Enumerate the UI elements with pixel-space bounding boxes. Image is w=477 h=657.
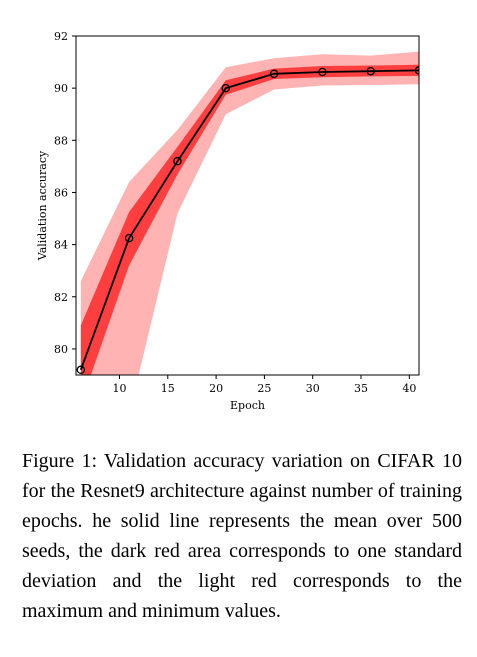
mean-marker (76, 365, 86, 375)
y-tick-label: 90 (54, 82, 68, 95)
x-tick-label: 10 (112, 382, 126, 395)
mean-marker (173, 156, 182, 166)
y-tick-label: 88 (54, 134, 68, 147)
y-tick-label: 84 (54, 239, 68, 252)
mean-marker (318, 67, 327, 77)
x-axis-label: Epoch (230, 399, 265, 412)
figure-caption: Figure 1: Validation accuracy variation … (22, 450, 462, 622)
y-tick-label: 92 (54, 30, 68, 43)
x-tick-label: 40 (402, 382, 416, 395)
y-tick-label: 82 (54, 291, 68, 304)
x-tick-label: 30 (306, 382, 320, 395)
x-tick-label: 25 (257, 382, 271, 395)
mean-marker (221, 83, 231, 93)
x-tick-label: 20 (209, 382, 223, 395)
mean-marker (124, 233, 134, 243)
mean-marker (269, 69, 279, 79)
std-band (80, 64, 419, 375)
y-tick-label: 86 (54, 186, 68, 199)
y-axis-label: Validation accuracy (36, 150, 49, 261)
x-tick-label: 15 (161, 382, 175, 395)
validation-accuracy-chart: 10 15 20 25 30 35 40 80 82 84 86 88 90 92 Epoch Vali… (36, 30, 420, 412)
y-tick-label: 80 (54, 343, 68, 356)
mean-marker (366, 66, 375, 76)
y-axis-ticks: 80 82 84 86 88 90 92 (54, 30, 76, 356)
mean-line (79, 69, 419, 371)
plot-frame (75, 35, 420, 376)
x-axis-ticks: 10 15 20 25 30 35 40 (112, 375, 416, 395)
x-tick-label: 35 (354, 382, 368, 395)
